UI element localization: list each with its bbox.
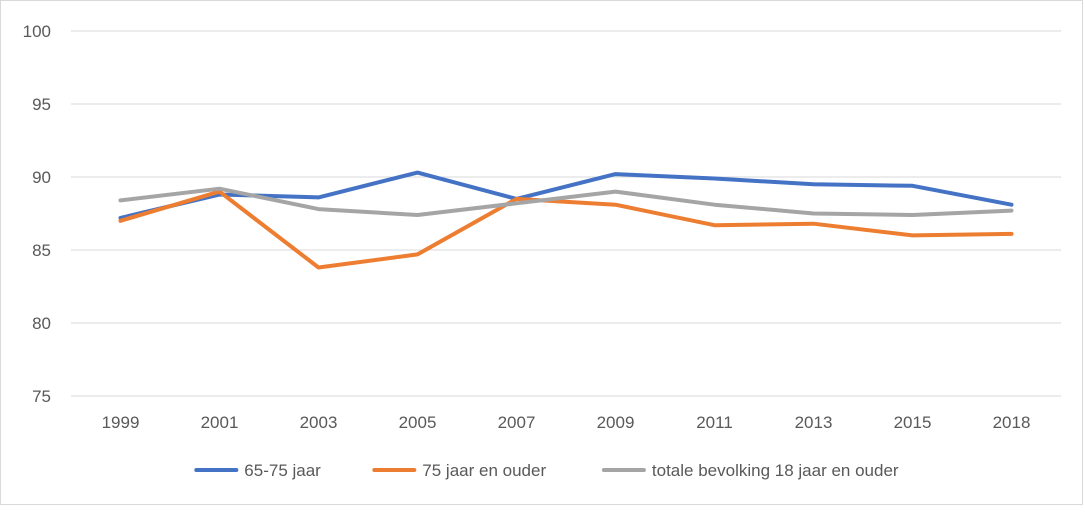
x-tick-label-2015: 2015 bbox=[894, 413, 932, 432]
legend: 65-75 jaar 75 jaar en ouder totale bevolki… bbox=[194, 461, 899, 480]
x-tick-label-1999: 1999 bbox=[102, 413, 140, 432]
legend-label-3: totale bevolking 18 jaar en ouder bbox=[652, 461, 899, 480]
x-tick-label-2013: 2013 bbox=[795, 413, 833, 432]
gridlines bbox=[71, 30, 1061, 397]
x-tick-label-2001: 2001 bbox=[201, 413, 239, 432]
y-axis-tick-labels: 75 80 85 90 95 100 bbox=[23, 22, 51, 406]
x-tick-label-2011: 2011 bbox=[696, 413, 733, 432]
y-tick-label-75: 75 bbox=[32, 387, 51, 406]
y-tick-label-100: 100 bbox=[23, 22, 51, 41]
y-tick-label-90: 90 bbox=[32, 168, 51, 187]
series-lines bbox=[118, 170, 1014, 270]
x-tick-label-2007: 2007 bbox=[498, 413, 536, 432]
legend-label-1: 65-75 jaar bbox=[244, 461, 321, 480]
x-axis-tick-labels: 1999 2001 2003 2005 2007 2009 2011 2013 2015 2018 bbox=[102, 413, 1031, 432]
y-tick-label-85: 85 bbox=[32, 241, 51, 260]
series-line-1 bbox=[118, 170, 1014, 220]
legend-label-2: 75 jaar en ouder bbox=[422, 461, 546, 480]
x-tick-label-2003: 2003 bbox=[300, 413, 338, 432]
y-tick-label-95: 95 bbox=[32, 95, 51, 114]
x-tick-label-2005: 2005 bbox=[399, 413, 437, 432]
series-line-3 bbox=[118, 186, 1014, 217]
y-tick-label-80: 80 bbox=[32, 314, 51, 333]
x-tick-label-2018: 2018 bbox=[993, 413, 1031, 432]
x-tick-label-2009: 2009 bbox=[597, 413, 635, 432]
series-line-2 bbox=[118, 189, 1014, 270]
